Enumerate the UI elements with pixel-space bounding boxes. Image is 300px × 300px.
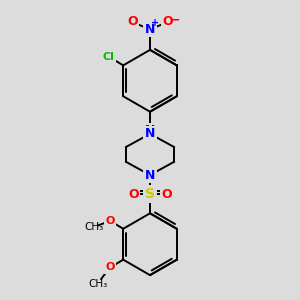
Text: −: −: [170, 14, 180, 27]
Text: N: N: [145, 124, 155, 137]
Text: O: O: [127, 15, 138, 28]
Text: N: N: [145, 169, 155, 182]
Text: O: O: [161, 188, 172, 201]
Text: Cl: Cl: [103, 52, 114, 62]
Text: +: +: [151, 18, 159, 28]
Text: CH₃: CH₃: [84, 222, 103, 232]
Text: O: O: [105, 262, 115, 272]
Text: S: S: [145, 187, 155, 201]
Text: O: O: [105, 216, 115, 226]
Text: N: N: [145, 23, 155, 36]
Text: O: O: [162, 15, 173, 28]
Text: O: O: [128, 188, 139, 201]
Text: CH₃: CH₃: [88, 279, 108, 289]
Text: N: N: [145, 127, 155, 140]
